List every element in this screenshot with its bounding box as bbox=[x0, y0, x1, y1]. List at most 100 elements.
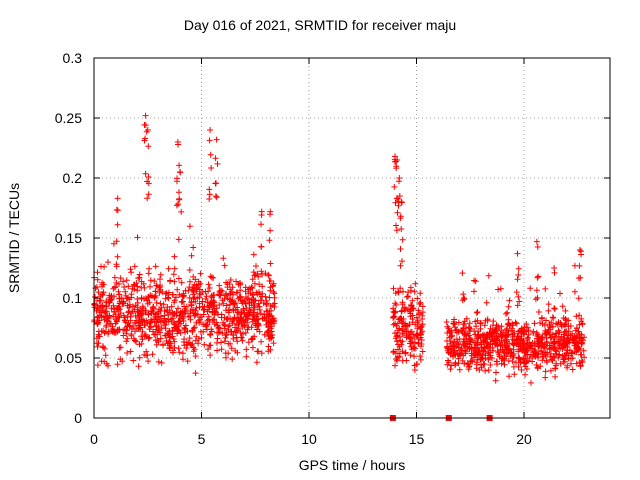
data-point bbox=[191, 324, 198, 331]
data-point bbox=[270, 315, 277, 322]
data-point bbox=[460, 291, 467, 298]
y-tick-label: 0.25 bbox=[55, 110, 82, 126]
data-point bbox=[417, 331, 424, 338]
data-point bbox=[392, 153, 398, 160]
data-point bbox=[417, 353, 424, 360]
data-point bbox=[547, 367, 554, 374]
data-point bbox=[497, 285, 504, 292]
data-point bbox=[407, 352, 414, 359]
data-point bbox=[223, 316, 230, 323]
data-point bbox=[183, 345, 190, 352]
data-point bbox=[236, 309, 242, 316]
data-point bbox=[239, 318, 246, 325]
data-point bbox=[472, 351, 479, 358]
data-point bbox=[114, 253, 121, 260]
data-point bbox=[139, 328, 146, 335]
data-point bbox=[411, 367, 418, 373]
data-point bbox=[391, 183, 398, 190]
data-point bbox=[237, 287, 244, 294]
data-point bbox=[144, 195, 151, 202]
data-point bbox=[142, 170, 149, 177]
data-point bbox=[265, 348, 272, 355]
data-point bbox=[474, 340, 481, 346]
data-point bbox=[248, 336, 255, 343]
data-point bbox=[95, 328, 102, 335]
data-point bbox=[392, 199, 399, 206]
data-point bbox=[186, 335, 193, 342]
data-point bbox=[524, 351, 531, 358]
data-point bbox=[548, 319, 555, 326]
data-point bbox=[498, 333, 505, 340]
data-point bbox=[551, 340, 558, 347]
data-point bbox=[157, 300, 164, 307]
data-point bbox=[527, 285, 534, 292]
data-point bbox=[480, 332, 486, 339]
data-point bbox=[179, 308, 186, 315]
data-point bbox=[485, 272, 492, 279]
data-point bbox=[482, 367, 489, 374]
data-point bbox=[543, 335, 550, 342]
data-point bbox=[220, 300, 227, 307]
data-point bbox=[224, 295, 231, 302]
data-point bbox=[182, 322, 189, 329]
data-point bbox=[166, 345, 173, 352]
data-point bbox=[561, 358, 568, 365]
data-point bbox=[211, 299, 218, 306]
data-point bbox=[254, 311, 261, 318]
data-point bbox=[148, 293, 155, 299]
data-point bbox=[251, 280, 258, 287]
data-point bbox=[146, 334, 153, 341]
data-point bbox=[553, 330, 560, 337]
data-point bbox=[512, 319, 519, 326]
data-point bbox=[259, 290, 266, 297]
data-point bbox=[473, 323, 480, 330]
data-point bbox=[485, 367, 492, 374]
data-point bbox=[514, 276, 521, 283]
data-point bbox=[228, 288, 235, 295]
data-point bbox=[267, 227, 274, 234]
data-point bbox=[504, 309, 511, 316]
data-point bbox=[515, 348, 522, 355]
data-point bbox=[463, 332, 470, 339]
data-point bbox=[99, 291, 106, 297]
data-point bbox=[265, 272, 272, 279]
data-point bbox=[193, 304, 200, 311]
data-point bbox=[135, 313, 142, 320]
data-point bbox=[467, 326, 474, 333]
data-point bbox=[546, 346, 553, 352]
data-point bbox=[526, 355, 533, 361]
data-point bbox=[393, 338, 400, 345]
data-point bbox=[121, 284, 128, 290]
data-point bbox=[258, 350, 265, 357]
data-point bbox=[202, 295, 209, 302]
data-point bbox=[468, 344, 475, 351]
data-point bbox=[390, 321, 397, 328]
data-point bbox=[505, 303, 512, 310]
data-point bbox=[461, 321, 468, 327]
data-point bbox=[391, 330, 398, 337]
data-point bbox=[523, 328, 530, 335]
data-point bbox=[201, 307, 208, 313]
data-point bbox=[206, 191, 213, 198]
data-point bbox=[160, 317, 167, 324]
data-point bbox=[186, 284, 193, 291]
data-point bbox=[246, 300, 253, 307]
data-point bbox=[473, 309, 480, 316]
data-point bbox=[477, 333, 484, 340]
data-point bbox=[208, 274, 215, 281]
data-point bbox=[270, 289, 277, 295]
data-point bbox=[213, 180, 219, 187]
data-point bbox=[206, 304, 213, 311]
data-point bbox=[549, 323, 556, 330]
data-point bbox=[101, 316, 108, 323]
data-point bbox=[411, 288, 418, 295]
data-point bbox=[104, 317, 111, 324]
data-point bbox=[103, 322, 110, 329]
data-point bbox=[416, 310, 422, 317]
data-point bbox=[240, 305, 247, 312]
data-point bbox=[456, 366, 463, 373]
data-point bbox=[146, 265, 153, 272]
data-point bbox=[245, 290, 252, 297]
x-tick-label: 20 bbox=[516, 431, 532, 447]
